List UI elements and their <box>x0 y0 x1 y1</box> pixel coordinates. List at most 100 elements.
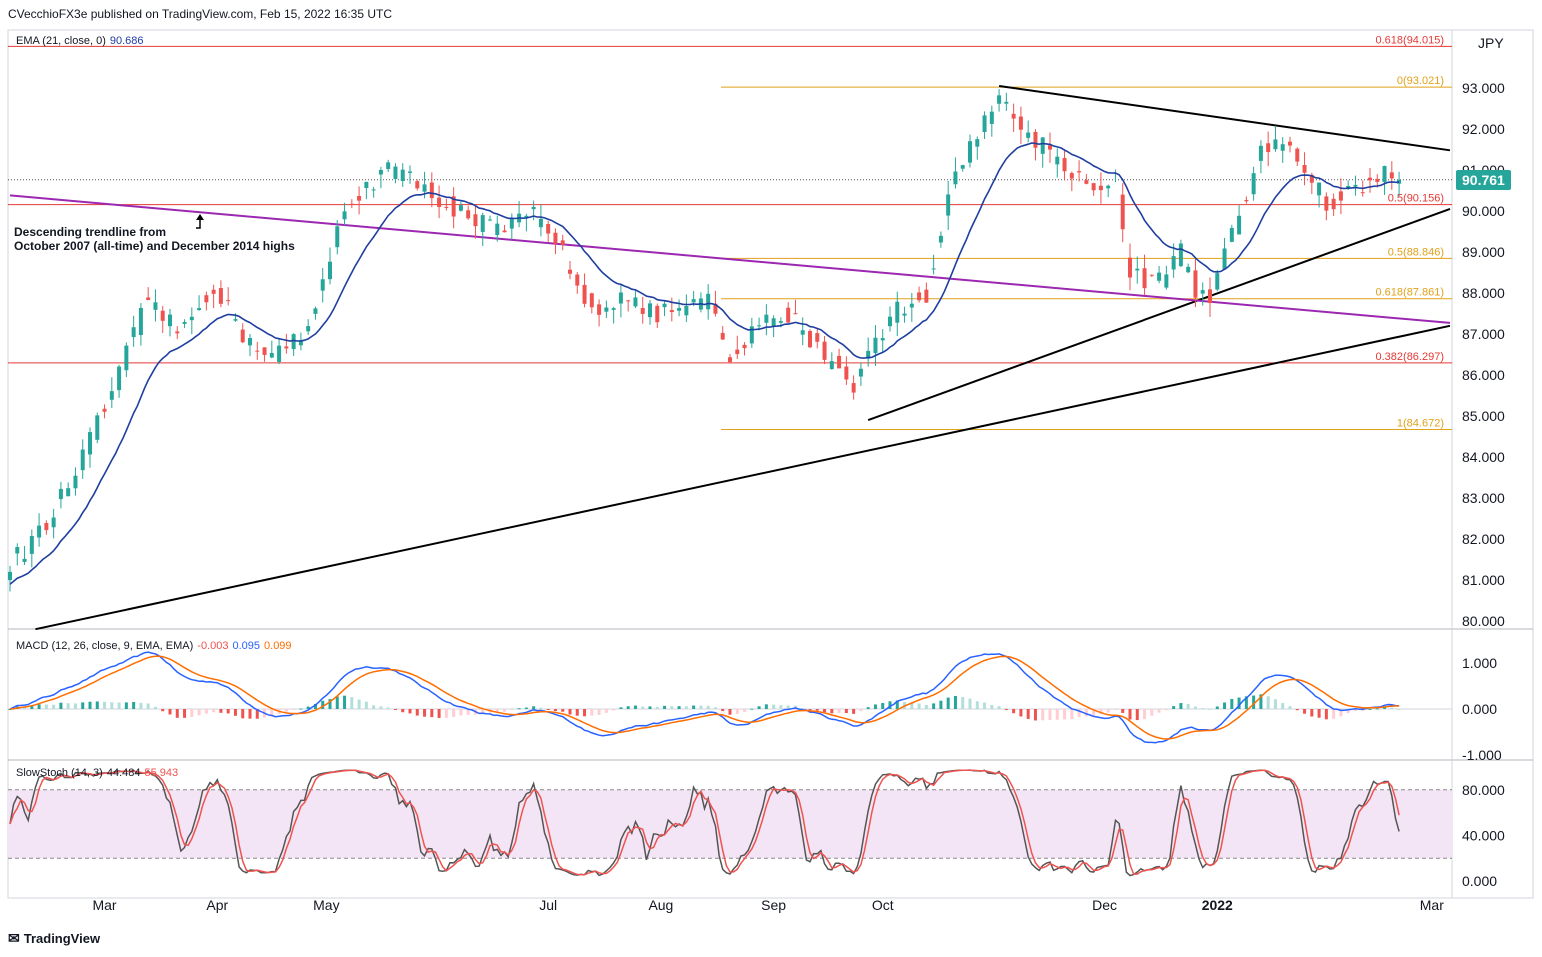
macd-histogram-bar <box>1092 709 1096 716</box>
candle-body <box>495 223 500 236</box>
macd-histogram-bar <box>728 709 732 715</box>
macd-signal-value: 0.099 <box>264 640 292 652</box>
candle-body <box>844 366 849 380</box>
time-tick-label: Apr <box>206 897 228 913</box>
candle-body <box>80 449 85 471</box>
trendline-descending-resistance <box>998 84 1451 152</box>
candle-body <box>1229 227 1234 242</box>
candle-body <box>1171 256 1176 270</box>
price-tick-label: 84.000 <box>1462 449 1505 465</box>
macd-histogram-bar <box>772 704 776 709</box>
macd-histogram-bar <box>895 700 899 709</box>
macd-histogram-bar <box>917 703 921 709</box>
candle-body <box>975 139 980 147</box>
macd-histogram-bar <box>924 704 928 709</box>
candle-body <box>58 488 63 500</box>
macd-histogram-bar <box>444 709 448 718</box>
macd-histogram-bar <box>633 705 637 709</box>
macd-histogram-bar <box>532 706 536 709</box>
candle-body <box>182 322 187 324</box>
macd-histogram-bar <box>204 709 208 714</box>
candle-body <box>771 318 776 326</box>
candle-body <box>211 289 216 294</box>
candle-body <box>1186 266 1191 273</box>
candle-body <box>568 269 572 274</box>
macd-histogram-bar <box>546 709 550 710</box>
candle-body <box>168 314 172 327</box>
candle-body <box>248 338 252 346</box>
candle-body <box>1360 192 1365 194</box>
macd-histogram-bar <box>1390 707 1394 709</box>
candle-body <box>1266 143 1271 153</box>
ema-legend-value: 90.686 <box>109 35 144 47</box>
candle-body <box>742 344 747 349</box>
macd-histogram-bar <box>859 709 863 712</box>
price-tick-label: 82.000 <box>1462 531 1505 547</box>
candle-body <box>524 215 529 218</box>
candle-body <box>938 235 943 243</box>
macd-histogram-bar <box>226 709 230 714</box>
macd-histogram-bar <box>801 708 805 710</box>
macd-histogram-bar <box>88 701 92 709</box>
macd-histogram-bar <box>648 706 652 709</box>
candle-body <box>66 488 71 497</box>
macd-histogram-bar <box>1201 708 1205 710</box>
candle-body <box>924 289 929 303</box>
candle-body <box>8 571 12 581</box>
candle-body <box>378 169 383 175</box>
candle-body <box>1346 185 1351 189</box>
candle-body <box>1368 177 1372 181</box>
candle-body <box>829 361 834 370</box>
macd-histogram-bar <box>386 707 390 709</box>
macd-histogram-bar <box>372 705 376 709</box>
macd-histogram-bar <box>888 701 892 709</box>
candle-body <box>902 313 907 316</box>
macd-histogram-bar <box>1150 709 1154 716</box>
macd-histogram-bar <box>561 709 565 712</box>
candle-body <box>218 288 223 304</box>
candle-body <box>1033 131 1038 148</box>
macd-histogram-bar <box>1106 709 1110 713</box>
macd-histogram-bar <box>8 709 12 710</box>
macd-histogram-bar <box>44 704 48 709</box>
macd-histogram-bar <box>1295 709 1299 711</box>
candle-body <box>895 301 900 323</box>
candle-body <box>866 350 871 359</box>
stoch-legend-name: SlowStoch (14, 3) <box>16 767 103 779</box>
candle-body <box>553 232 558 244</box>
macd-histogram-bar <box>1339 709 1343 717</box>
time-tick-label: Dec <box>1092 897 1117 913</box>
macd-histogram-bar <box>983 702 987 709</box>
candle-body <box>655 305 660 323</box>
tradingview-footer: ✉ TradingView <box>8 930 100 947</box>
macd-histogram-bar <box>306 706 310 709</box>
macd-histogram-bar <box>343 695 347 709</box>
candle-body <box>953 171 958 185</box>
macd-histogram-bar <box>175 709 179 718</box>
macd-histogram-bar <box>219 709 223 713</box>
macd-histogram-bar <box>764 704 768 709</box>
tradingview-logo-icon: ✉ <box>8 930 20 946</box>
candle-body <box>1273 139 1278 150</box>
macd-histogram-bar <box>146 703 150 709</box>
macd-histogram-bar <box>866 707 870 709</box>
candle-body <box>611 308 616 310</box>
candle-body <box>204 295 209 303</box>
price-tick-label: 88.000 <box>1462 285 1505 301</box>
candle-body <box>1280 144 1285 151</box>
macd-legend: MACD (12, 26, close, 9, EMA, EMA) -0.003 0… <box>16 640 292 652</box>
candle-body <box>597 304 602 315</box>
candle-body <box>509 218 514 229</box>
macd-histogram-bar <box>1383 707 1387 709</box>
chart-frame <box>7 29 1534 899</box>
macd-histogram-bar <box>212 709 216 713</box>
time-tick-label: May <box>313 897 339 913</box>
macd-histogram-bar <box>313 703 317 709</box>
stoch-layer <box>9 769 1400 877</box>
candle-body <box>728 357 732 363</box>
candle-body <box>1048 145 1052 150</box>
macd-tick-label: 0.000 <box>1462 701 1497 717</box>
macd-histogram-bar <box>626 706 630 709</box>
